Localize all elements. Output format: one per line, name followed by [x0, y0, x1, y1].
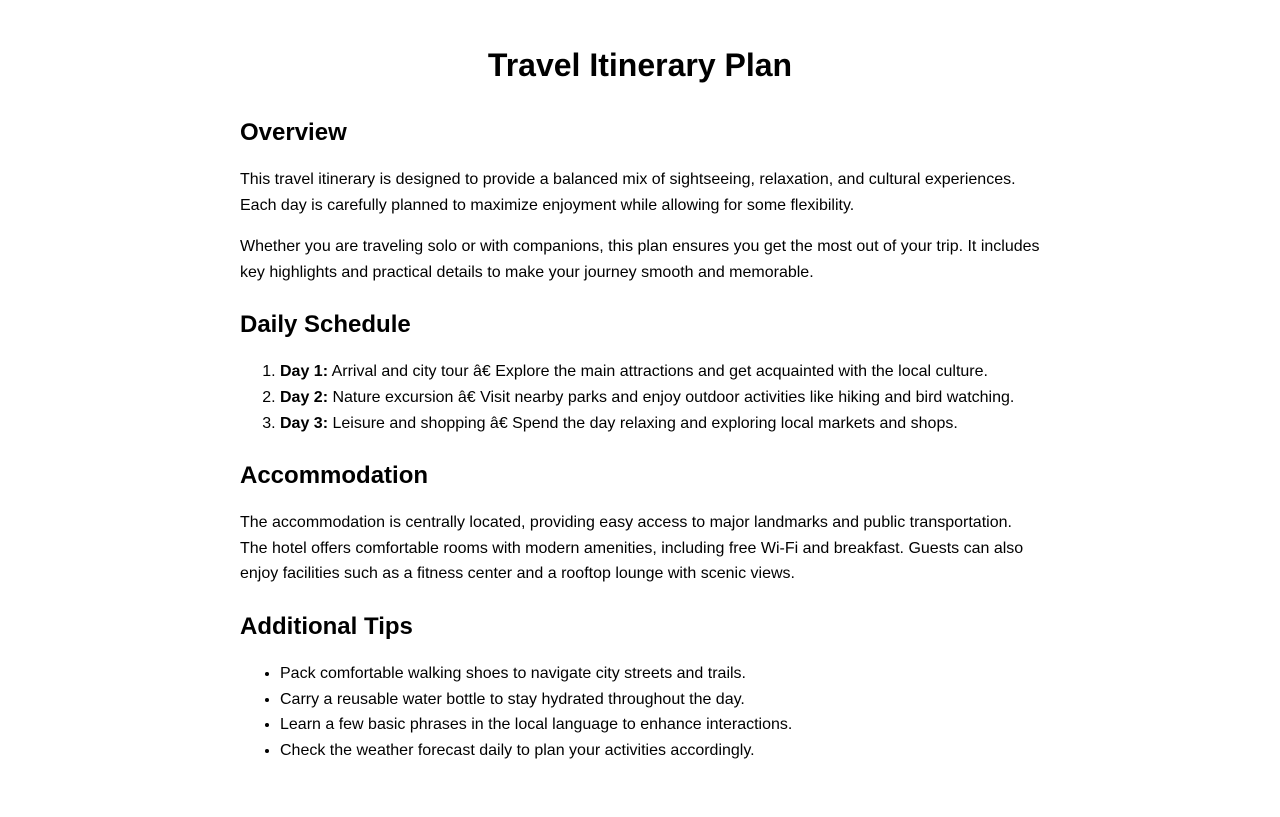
- schedule-section: Daily Schedule Day 1: Arrival and city t…: [240, 311, 1040, 436]
- list-item: Day 3: Leisure and shopping â€ Spend the…: [280, 411, 1040, 437]
- list-item: Day 1: Arrival and city tour â€ Explore …: [280, 359, 1040, 385]
- day-description: Nature excursion â€ Visit nearby parks a…: [328, 388, 1015, 406]
- schedule-list: Day 1: Arrival and city tour â€ Explore …: [240, 359, 1040, 436]
- day-label: Day 1:: [280, 363, 329, 381]
- overview-heading: Overview: [240, 119, 347, 146]
- overview-paragraph: Whether you are traveling solo or with c…: [240, 238, 1040, 281]
- overview-section: Overview This travel itinerary is design…: [240, 119, 1040, 285]
- accommodation-heading: Accommodation: [240, 462, 429, 490]
- day-description: Arrival and city tour â€ Explore the mai…: [328, 363, 988, 381]
- page-title: Travel Itinerary Plan: [487, 47, 793, 83]
- tips-section: Additional Tips Pack comfortable walking…: [240, 613, 1040, 763]
- list-item: Learn a few basic phrases in the local l…: [280, 712, 1040, 738]
- list-item: Carry a reusable water bottle to stay hy…: [280, 687, 1040, 713]
- schedule-heading: Daily Schedule: [240, 311, 411, 339]
- day-label: Day 3:: [280, 414, 329, 432]
- day-description: Leisure and shopping â€ Spend the day re…: [328, 414, 958, 432]
- list-item: Pack comfortable walking shoes to naviga…: [280, 661, 1040, 687]
- overview-paragraph: This travel itinerary is designed to pro…: [240, 171, 1016, 214]
- tips-heading: Additional Tips: [240, 612, 413, 640]
- day-label: Day 2:: [280, 388, 329, 406]
- tips-list: Pack comfortable walking shoes to naviga…: [240, 661, 1040, 763]
- accommodation-section: Accommodation The accommodation is centr…: [240, 462, 1040, 587]
- accommodation-paragraph: The accommodation is centrally located, …: [240, 514, 1024, 583]
- list-item: Check the weather forecast daily to plan…: [280, 738, 1040, 764]
- document-page: Travel Itinerary Plan Overview This trav…: [240, 0, 1040, 763]
- list-item: Day 2: Nature excursion â€ Visit nearby …: [280, 385, 1040, 411]
